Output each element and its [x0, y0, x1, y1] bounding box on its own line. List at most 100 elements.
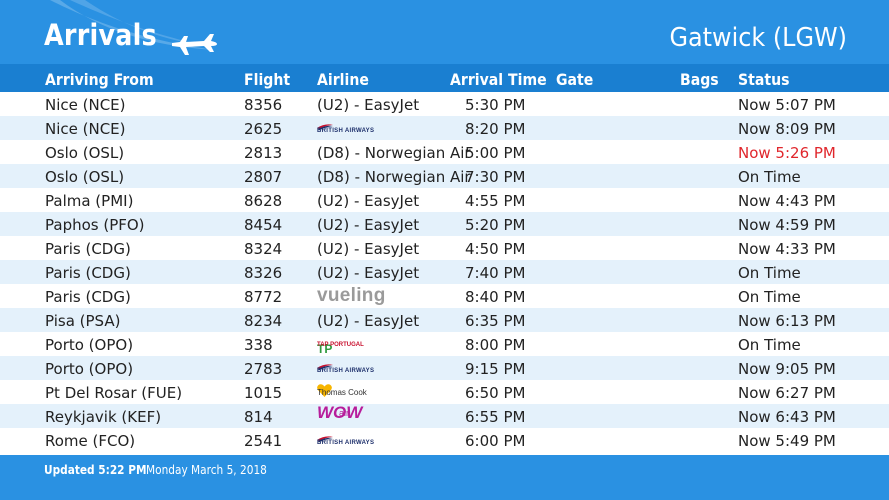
arriving-from: Oslo (OSL) — [45, 144, 125, 162]
heart-icon — [317, 384, 332, 397]
table-row: Palma (PMI) 8628 (U2) - EasyJet 4:55 PM … — [0, 188, 889, 212]
airline-name: (U2) - EasyJet — [317, 96, 420, 114]
table-row: Nice (NCE) 8356 (U2) - EasyJet 5:30 PM N… — [0, 92, 889, 116]
table-row: Porto (OPO) 338 TP TAP PORTUGAL 8:00 PM … — [0, 332, 889, 356]
airport-name: Gatwick (LGW) — [669, 23, 847, 53]
flight-status: Now 8:09 PM — [738, 120, 836, 138]
flight-number: 338 — [244, 336, 273, 354]
table-row: Nice (NCE) 2625 BRITISH AIRWAYS 8:20 PM … — [0, 116, 889, 140]
flight-number: 2783 — [244, 360, 283, 378]
column-header-airline: Airline — [317, 70, 369, 89]
arriving-from: Porto (OPO) — [45, 336, 134, 354]
column-header-from: Arriving From — [45, 70, 154, 89]
flight-number: 814 — [244, 408, 273, 426]
ba-speedmarque-icon — [317, 436, 333, 442]
airline-name: (U2) - EasyJet — [317, 264, 420, 282]
table-row: Paphos (PFO) 8454 (U2) - EasyJet 5:20 PM… — [0, 212, 889, 236]
column-header-flight: Flight — [244, 70, 291, 89]
arrival-time: 6:00 PM — [465, 432, 526, 450]
last-updated: Updated 5:22 PM — [44, 463, 147, 477]
flight-number: 8356 — [244, 96, 283, 114]
arrival-time: 5:20 PM — [465, 216, 526, 234]
flight-number: 2807 — [244, 168, 283, 186]
airline-name: (U2) - EasyJet — [317, 192, 420, 210]
flight-number: 8326 — [244, 264, 283, 282]
flight-status-delayed: Now 5:26 PM — [738, 144, 836, 162]
flight-status: On Time — [738, 264, 801, 282]
flight-status: Now 5:49 PM — [738, 432, 836, 450]
flight-number: 2813 — [244, 144, 283, 162]
flight-status: Now 6:27 PM — [738, 384, 836, 402]
arrival-time: 8:40 PM — [465, 288, 526, 306]
tap-mark-icon: TP — [317, 342, 333, 356]
column-header-row: Arriving From Flight Airline Arrival Tim… — [0, 64, 889, 92]
ba-speedmarque-icon — [317, 124, 333, 130]
table-row: Paris (CDG) 8326 (U2) - EasyJet 7:40 PM … — [0, 260, 889, 284]
page-title: Arrivals — [44, 18, 157, 52]
flight-status: Now 5:07 PM — [738, 96, 836, 114]
arriving-from: Porto (OPO) — [45, 360, 134, 378]
arriving-from: Paris (CDG) — [45, 288, 131, 306]
column-header-arrival-time: Arrival Time — [450, 70, 547, 89]
flight-status: Now 6:43 PM — [738, 408, 836, 426]
arrival-time: 7:30 PM — [465, 168, 526, 186]
airline-name: (U2) - EasyJet — [317, 312, 420, 330]
arrival-time: 7:40 PM — [465, 264, 526, 282]
flight-status: Now 4:59 PM — [738, 216, 836, 234]
table-row: Reykjavik (KEF) 814 WOW air 6:55 PM Now … — [0, 404, 889, 428]
airline-logo-text: BRITISH AIRWAYS — [317, 128, 375, 134]
table-row: Oslo (OSL) 2807 (D8) - Norwegian Air 7:3… — [0, 164, 889, 188]
arrival-time: 6:55 PM — [465, 408, 526, 426]
airplane-icon — [172, 34, 217, 55]
british-airways-logo: BRITISH AIRWAYS — [317, 124, 374, 134]
airline-logo-text: BRITISH AIRWAYS — [317, 440, 375, 446]
column-header-gate: Gate — [556, 70, 594, 89]
airline-logo-text: BRITISH AIRWAYS — [317, 368, 375, 374]
table-row: Rome (FCO) 2541 BRITISH AIRWAYS 6:00 PM … — [0, 428, 889, 452]
board-footer: Updated 5:22 PM Monday March 5, 2018 — [0, 455, 889, 500]
flight-number: 2625 — [244, 120, 283, 138]
current-date: Monday March 5, 2018 — [146, 463, 267, 477]
airline-name: (D8) - Norwegian Air — [317, 144, 471, 162]
flight-number: 8628 — [244, 192, 283, 210]
flight-number: 1015 — [244, 384, 283, 402]
arriving-from: Reykjavik (KEF) — [45, 408, 162, 426]
table-row: Paris (CDG) 8324 (U2) - EasyJet 4:50 PM … — [0, 236, 889, 260]
airline-name: (U2) - EasyJet — [317, 216, 420, 234]
arriving-from: Rome (FCO) — [45, 432, 136, 450]
arriving-from: Pisa (PSA) — [45, 312, 121, 330]
flight-status: Now 9:05 PM — [738, 360, 836, 378]
arriving-from: Paphos (PFO) — [45, 216, 145, 234]
flight-number: 8454 — [244, 216, 283, 234]
arrival-time: 4:55 PM — [465, 192, 526, 210]
british-airways-logo: BRITISH AIRWAYS — [317, 436, 374, 446]
table-row: Pt Del Rosar (FUE) 1015 Thomas Cook 6:50… — [0, 380, 889, 404]
ba-speedmarque-icon — [317, 364, 333, 370]
arriving-from: Nice (NCE) — [45, 120, 126, 138]
airline-logo-text: TAP PORTUGAL — [317, 342, 364, 348]
flight-status: Now 4:43 PM — [738, 192, 836, 210]
flight-status: On Time — [738, 288, 801, 306]
flight-status: On Time — [738, 168, 801, 186]
arrival-time: 6:35 PM — [465, 312, 526, 330]
arrival-time: 4:50 PM — [465, 240, 526, 258]
arriving-from: Paris (CDG) — [45, 264, 131, 282]
arriving-from: Nice (NCE) — [45, 96, 126, 114]
flight-number: 8324 — [244, 240, 283, 258]
arrival-time: 8:00 PM — [465, 336, 526, 354]
table-row: Paris (CDG) 8772 vueling 8:40 PM On Time — [0, 284, 889, 308]
table-row: Oslo (OSL) 2813 (D8) - Norwegian Air 5:0… — [0, 140, 889, 164]
arrival-time: 6:50 PM — [465, 384, 526, 402]
airline-logo-text: Thomas Cook — [317, 388, 367, 397]
flights-table: Nice (NCE) 8356 (U2) - EasyJet 5:30 PM N… — [0, 92, 889, 452]
column-header-bags: Bags — [680, 70, 719, 89]
board-header: Arrivals Gatwick (LGW) — [0, 0, 889, 64]
airline-name: (U2) - EasyJet — [317, 240, 420, 258]
flight-status: Now 6:13 PM — [738, 312, 836, 330]
arrival-time: 5:30 PM — [465, 96, 526, 114]
arrival-time: 5:00 PM — [465, 144, 526, 162]
flight-number: 8772 — [244, 288, 283, 306]
flight-status: On Time — [738, 336, 801, 354]
arriving-from: Oslo (OSL) — [45, 168, 125, 186]
